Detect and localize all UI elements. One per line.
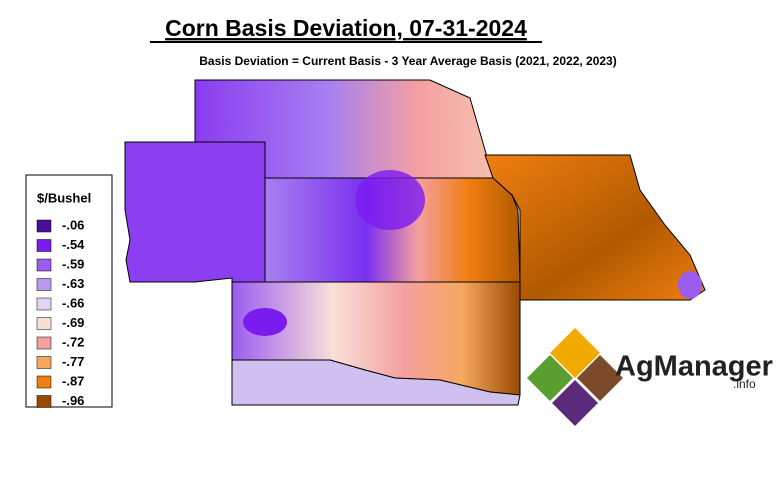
map: [124, 79, 706, 406]
legend-box: [25, 174, 113, 408]
logo-diamond: [527, 355, 573, 401]
logo-diamond: [552, 380, 598, 426]
low-spot: [243, 308, 287, 336]
legend-label: -.06: [62, 217, 84, 232]
legend-swatch: [36, 356, 52, 369]
logo-suffix: .info: [733, 377, 756, 391]
legend-label: -.96: [62, 393, 84, 408]
legend-swatch: [36, 278, 52, 291]
title: Corn Basis Deviation, 07-31-2024: [165, 15, 527, 41]
legend-swatch: [36, 395, 52, 408]
low-spot: [678, 271, 702, 299]
legend-swatch: [36, 336, 52, 350]
legend-label: -.66: [62, 295, 84, 310]
legend-label: -.72: [62, 334, 84, 349]
logo-diamond: [577, 355, 623, 401]
legend-label: -.63: [62, 276, 84, 291]
legend-title: $/Bushel: [37, 190, 91, 205]
logo-diamond: [550, 328, 600, 378]
logo: AgManager .info: [527, 328, 773, 426]
legend-label: -.87: [62, 373, 84, 388]
colorado: [124, 141, 266, 283]
legend-label: -.77: [62, 354, 84, 369]
legend-swatch: [36, 317, 52, 330]
subtitle: Basis Deviation = Current Basis - 3 Year…: [199, 54, 616, 68]
logo-name: AgManager: [615, 351, 773, 383]
oklahoma-south: [231, 359, 521, 406]
legend-label: -.59: [62, 256, 84, 271]
legend-swatch: [36, 258, 52, 272]
legend-swatch: [36, 375, 52, 389]
legend-label: -.69: [62, 315, 84, 330]
legend-swatch: [36, 297, 52, 311]
legend-items: -.06 -.54 -.59 -.63 -.66 -.69 -.72 -.77 -.87 -.96: [36, 217, 85, 408]
legend-swatch: [36, 239, 52, 252]
legend-swatch: [36, 219, 52, 233]
legend-label: -.54: [62, 237, 85, 252]
low-spot: [355, 170, 425, 230]
